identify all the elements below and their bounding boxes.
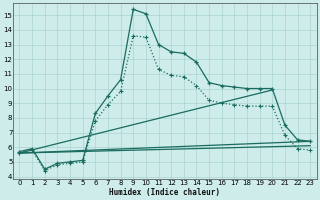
X-axis label: Humidex (Indice chaleur): Humidex (Indice chaleur) xyxy=(109,188,220,197)
